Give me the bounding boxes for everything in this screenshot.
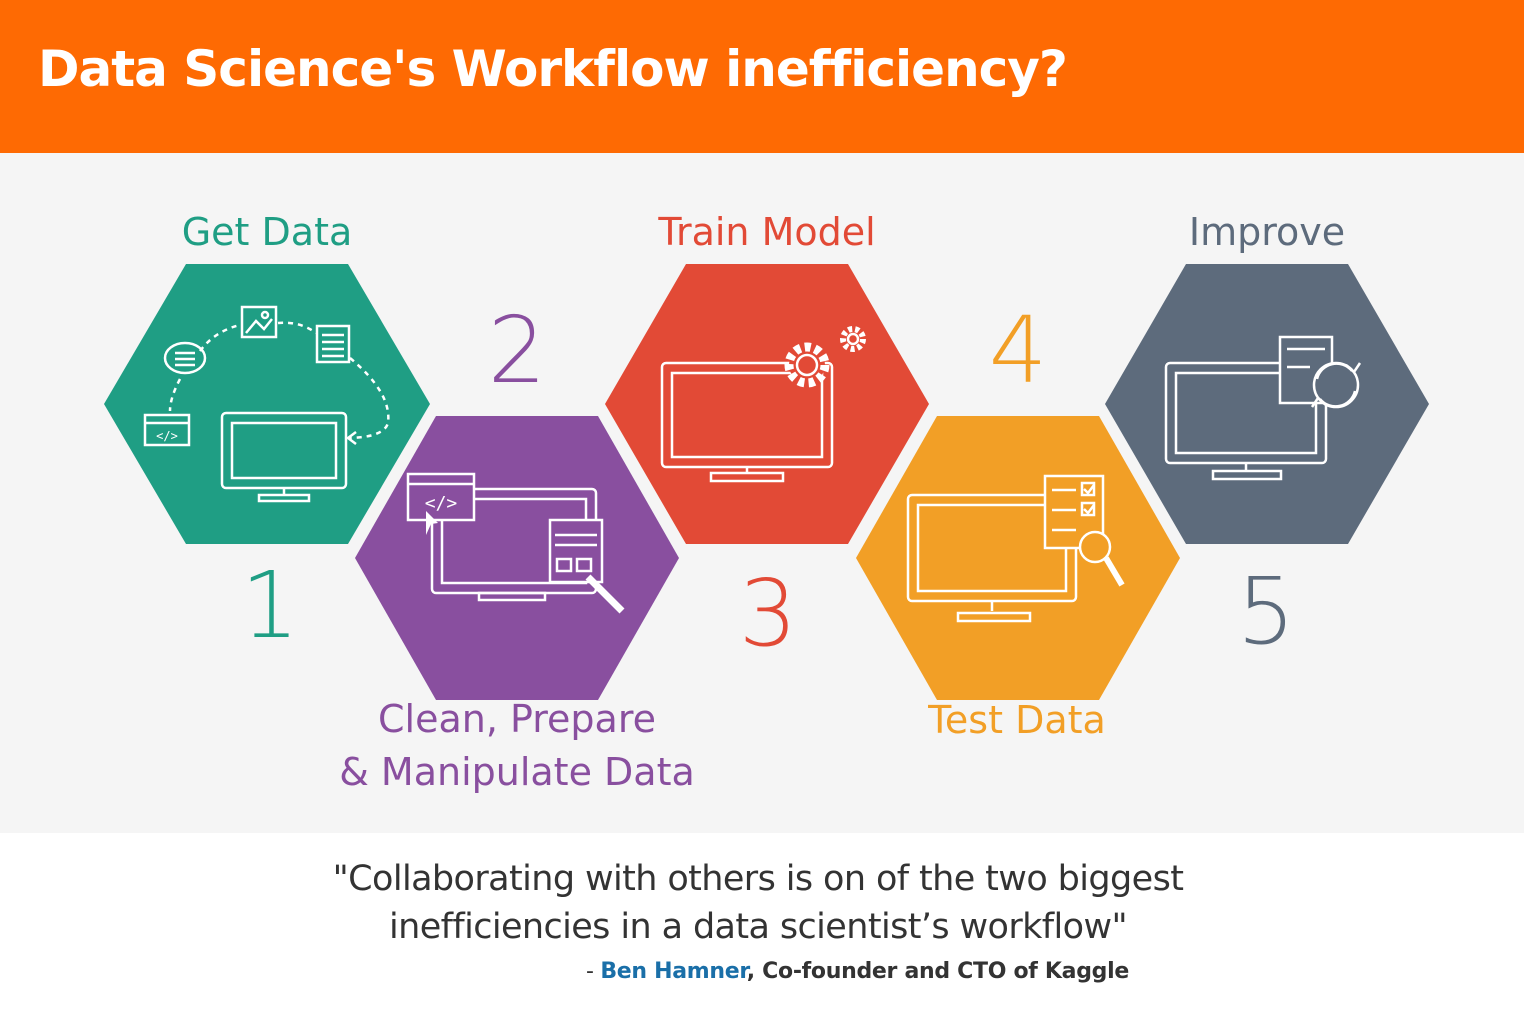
- data-sources-to-monitor-icon: </>: [143, 305, 390, 503]
- monitor-with-refresh-document-icon: [1164, 335, 1362, 481]
- workflow-diagram: </>: [104, 264, 1429, 700]
- monitor-with-gears-icon: [660, 326, 866, 483]
- step-4-number: 4: [988, 297, 1048, 404]
- svg-text:</>: </>: [156, 429, 178, 443]
- header-banner: Data Science's Workflow inefficiency?: [0, 0, 1524, 153]
- step-5-number: 5: [1236, 558, 1296, 665]
- step-3-label: Train Model: [658, 210, 876, 254]
- step-1-label: Get Data: [181, 210, 353, 254]
- author-name: Ben Hamner: [600, 959, 747, 984]
- step-5-label: Improve: [1188, 210, 1346, 254]
- quote-attribution: - Ben Hamner, Co-founder and CTO of Kagg…: [586, 959, 1129, 984]
- author-role: , Co-founder and CTO of Kaggle: [746, 959, 1130, 984]
- hexagon-step-5: [1105, 264, 1429, 544]
- step-3-number: 3: [738, 560, 798, 667]
- step-4-label: Test Data: [928, 698, 1106, 742]
- step-2-label-line1: Clean, Prepare: [378, 697, 656, 741]
- attribution-prefix: -: [586, 959, 601, 984]
- page-title: Data Science's Workflow inefficiency?: [38, 40, 1068, 98]
- hexagon-step-1: </>: [104, 264, 430, 544]
- step-1-number: 1: [240, 552, 300, 659]
- code-window-to-monitor-icon: </>: [406, 472, 625, 614]
- quote-text: "Collaborating with others is on of the …: [0, 855, 1516, 951]
- svg-text:</>: </>: [425, 493, 458, 514]
- quote-line-1: "Collaborating with others is on of the …: [332, 859, 1184, 899]
- hexagon-step-4: [856, 416, 1180, 700]
- monitor-with-checklist-magnifier-icon: [906, 474, 1125, 623]
- step-2-number: 2: [487, 297, 547, 404]
- step-2-label-line2: & Manipulate Data: [339, 750, 695, 794]
- hexagon-step-3: [605, 264, 929, 544]
- hexagon-step-2: </>: [355, 416, 679, 700]
- quote-line-2: inefficiencies in a data scientist’s wor…: [388, 907, 1128, 947]
